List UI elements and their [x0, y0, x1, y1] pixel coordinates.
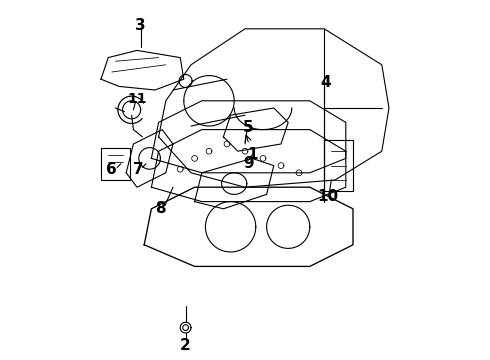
Text: 2: 2 [180, 338, 191, 353]
Text: 10: 10 [317, 189, 339, 204]
Text: 3: 3 [135, 18, 146, 33]
Text: 1: 1 [245, 135, 257, 162]
Bar [101, 148, 130, 180]
Text: 4: 4 [320, 75, 331, 90]
Text: 6: 6 [106, 162, 117, 177]
Text: 9: 9 [244, 156, 254, 171]
Text: 8: 8 [155, 201, 166, 216]
Text: 5: 5 [244, 120, 254, 135]
Bar [324, 140, 353, 191]
Text: 11: 11 [127, 92, 147, 106]
Text: 7: 7 [133, 162, 144, 177]
